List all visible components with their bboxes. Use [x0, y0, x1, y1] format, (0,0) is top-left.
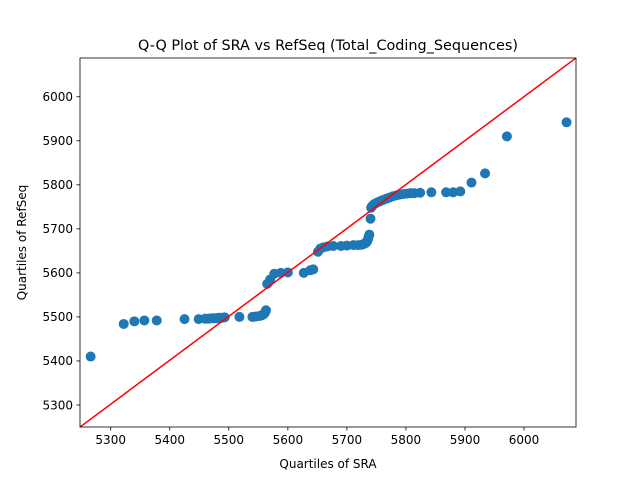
- data-point-0-2: [129, 316, 140, 327]
- y-tick-label: 5400: [42, 354, 73, 368]
- data-point-0-72: [501, 131, 512, 142]
- reference-line: [80, 58, 576, 427]
- x-tick-label: 5300: [95, 433, 126, 447]
- x-tick-label: 5700: [332, 433, 363, 447]
- data-point-0-71: [480, 168, 491, 179]
- y-axis-title: Quartiles of RefSeq: [15, 185, 29, 301]
- data-point-0-69: [455, 186, 466, 197]
- y-tick-label: 6000: [42, 90, 73, 104]
- data-point-0-73: [561, 117, 572, 128]
- y-tick-label: 5900: [42, 134, 73, 148]
- y-tick-label: 5300: [42, 398, 73, 412]
- y-tick-label: 5500: [42, 310, 73, 324]
- data-point-0-65: [415, 187, 426, 198]
- data-point-0-3: [139, 315, 150, 326]
- x-axis-ticks: 5300 5400 5500 5600 5700 5800 5900 6000: [95, 427, 539, 447]
- data-point-0-49: [365, 213, 376, 224]
- data-points: [85, 117, 572, 362]
- reference-line-layer: [80, 58, 576, 427]
- data-point-0-1: [118, 318, 129, 329]
- data-point-0-4: [151, 315, 162, 326]
- data-point-0-23: [261, 305, 271, 316]
- data-point-0-14: [219, 312, 230, 323]
- x-tick-label: 6000: [509, 433, 540, 447]
- x-tick-label: 5500: [214, 433, 245, 447]
- y-axis-ticks: 5300 5400 5500 5600 5700 5800 5900 6000: [42, 90, 80, 412]
- data-point-0-66: [426, 187, 437, 198]
- x-tick-label: 5800: [391, 433, 422, 447]
- x-tick-label: 5600: [273, 433, 304, 447]
- chart-title: Q-Q Plot of SRA vs RefSeq (Total_Coding_…: [138, 38, 518, 54]
- x-tick-label: 5400: [154, 433, 185, 447]
- data-point-0-48: [364, 229, 375, 240]
- data-point-0-5: [179, 314, 190, 325]
- x-axis-title: Quartiles of SRA: [279, 457, 377, 471]
- plot-area-frame: [79, 57, 577, 428]
- y-tick-label: 5700: [42, 222, 73, 236]
- data-point-0-0: [85, 351, 96, 362]
- x-tick-label: 5900: [450, 433, 481, 447]
- y-tick-label: 5600: [42, 266, 73, 280]
- y-tick-label: 5800: [42, 178, 73, 192]
- data-point-0-36: [328, 241, 339, 252]
- data-point-0-31: [308, 264, 319, 275]
- data-point-0-15: [234, 311, 245, 322]
- data-point-0-67: [441, 187, 452, 198]
- data-point-0-70: [466, 177, 477, 188]
